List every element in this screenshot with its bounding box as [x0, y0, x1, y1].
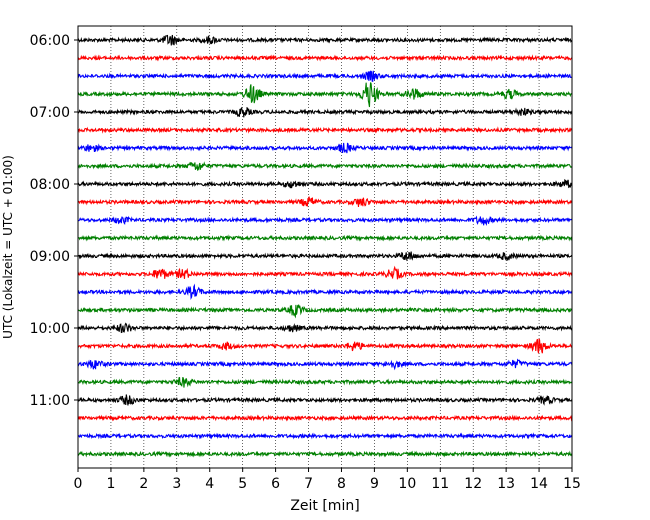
trace-row — [77, 234, 573, 242]
trace-row — [77, 322, 573, 334]
x-tick-label: 1 — [106, 476, 115, 492]
x-tick-label: 9 — [370, 476, 379, 492]
trace-row — [77, 283, 573, 301]
trace-row — [77, 338, 573, 354]
trace-row — [77, 196, 573, 208]
trace-row — [77, 126, 573, 134]
x-tick-label: 4 — [205, 476, 214, 492]
x-axis: 0 1 2 3 4 5 6 7 8 9 10 11 12 13 14 15 — [74, 468, 581, 492]
x-tick-label: 7 — [304, 476, 313, 492]
x-tick-label: 3 — [172, 476, 181, 492]
x-tick-label: 6 — [271, 476, 280, 492]
x-tick-label: 11 — [431, 476, 449, 492]
trace-row — [77, 394, 573, 406]
x-tick-label: 10 — [398, 476, 416, 492]
trace-row — [77, 142, 573, 154]
trace-row — [77, 54, 573, 62]
y-tick-label: 09:00 — [30, 249, 70, 265]
trace-row — [77, 34, 573, 46]
trace-row — [77, 161, 573, 171]
trace-row — [77, 414, 573, 422]
x-tick-label: 14 — [530, 476, 548, 492]
y-tick-label: 07:00 — [30, 105, 70, 121]
x-tick-label: 0 — [74, 476, 83, 492]
y-tick-label: 06:00 — [30, 33, 70, 49]
y-tick-label: 08:00 — [30, 177, 70, 193]
y-axis-label: UTC (Lokalzeit = UTC + 01:00) — [1, 155, 15, 339]
x-tick-label: 12 — [464, 476, 482, 492]
trace-lines — [77, 34, 573, 458]
trace-row — [77, 450, 573, 458]
y-tick-label: 11:00 — [30, 393, 70, 409]
trace-row — [77, 106, 573, 118]
trace-row — [77, 251, 573, 262]
trace-row — [77, 215, 573, 227]
trace-row — [77, 376, 573, 388]
y-tick-label: 10:00 — [30, 321, 70, 337]
y-axis: 06:00 07:00 08:00 09:00 10:00 11:00 — [30, 33, 78, 409]
trace-row — [77, 70, 573, 83]
x-tick-label: 2 — [139, 476, 148, 492]
trace-row — [77, 304, 573, 319]
trace-row — [77, 358, 573, 371]
trace-row — [77, 178, 573, 189]
trace-row — [77, 432, 573, 440]
x-axis-label: Zeit [min] — [290, 498, 359, 514]
x-tick-label: 5 — [238, 476, 247, 492]
x-tick-label: 8 — [337, 476, 346, 492]
x-tick-label: 13 — [497, 476, 515, 492]
plot-frame — [77, 25, 573, 469]
x-tick-label: 15 — [563, 476, 581, 492]
trace-row — [77, 265, 573, 280]
trace-row — [77, 82, 573, 108]
